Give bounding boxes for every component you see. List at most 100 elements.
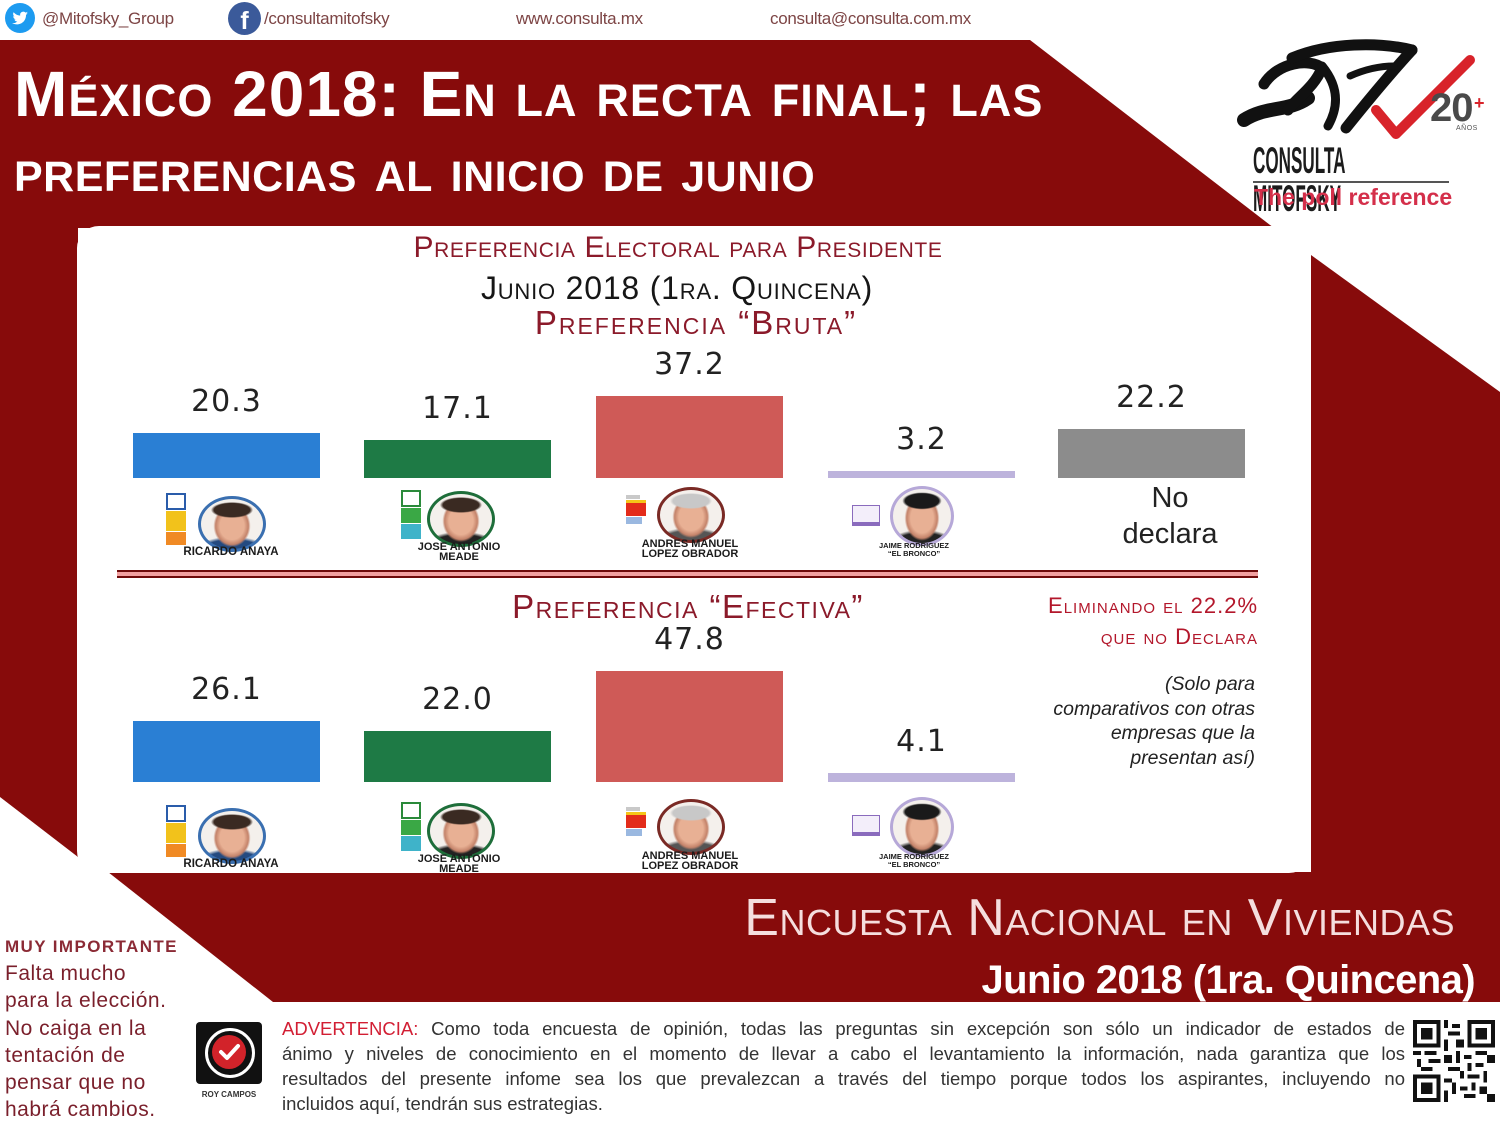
important-line: tentación de [5,1043,126,1067]
logo-tagline: The poll reference [1254,184,1453,210]
disclaimer-line: resultados del presente infome sea los q… [282,1068,1405,1089]
value-label: 22.2 [1116,380,1187,416]
twitter-handle-link[interactable]: @Mitofsky_Group [42,9,174,28]
note-title-line-2: que no Declara [1100,624,1258,649]
candidate-name-meade: JOSE ANTONIO MEADE [417,853,501,875]
disclaimer-label: ADVERTENCIA: [282,1018,419,1039]
party-logos-pan-prd-mc-icon [166,805,186,857]
bar-column-meade: 22.0 [364,682,551,782]
roy-campos-label: ROY CAMPOS [201,1090,257,1099]
efectiva-note-text: (Solo para comparativos con otras empres… [1053,672,1255,771]
logo-brand-name: CONSULTA MITOFSKY [1253,140,1345,219]
logo-anniversary-label: AÑOS [1456,125,1478,132]
main-title-line-2: preferencias al inicio de junio [14,136,816,205]
disclaimer-line: incluidos aquí, tendrán sus estrategias. [282,1093,603,1114]
bar-anaya [133,721,320,782]
disclaimer-line-text: Como toda encuesta de opinión, todas las… [418,1018,1405,1039]
bar-bronco [828,772,1015,782]
bruta-bar-chart: 20.3 17.1 37.2 3.2 22.2 [0,238,1500,478]
important-line: habrá cambios. [5,1098,156,1122]
candidate-photo-amlo [657,799,725,855]
bar-amlo [596,671,783,782]
bruta-section-title: Preferencia “Bruta” [534,304,858,341]
disclaimer-text: ADVERTENCIA: Como toda encuesta de opini… [282,1016,1405,1116]
value-label: 3.2 [896,421,947,457]
check-circle-icon [212,1035,246,1069]
important-line: para la elección. [5,989,167,1013]
independent-logo-icon [852,505,880,526]
bar-column-no-declara: 22.2 [1058,380,1245,478]
important-line: No caiga en la [5,1016,147,1040]
main-title-line-1: México 2018: En la recta final; las [14,58,1044,130]
chart-title: Preferencia Electoral para Presidente [413,231,943,264]
independent-logo-icon [852,815,880,836]
candidate-photo-amlo [657,487,725,543]
facebook-page-link[interactable]: /consultamitofsky [264,9,390,28]
candidate-name-bronco: JAIME RODRIGUEZ “EL BRONCO” [878,541,949,558]
qr-code-icon [1413,1020,1495,1102]
twitter-icon[interactable] [5,3,35,33]
bar-column-meade: 17.1 [364,391,551,478]
efectiva-note-title: Eliminando el 22.2% que no Declara [1048,590,1258,652]
consulta-mitofsky-logo: 20 + AÑOS CONSULTA MITOFSKY The poll ref… [1230,36,1500,219]
note-line: (Solo para [1165,673,1255,695]
value-label: 26.1 [191,672,262,708]
bar-column-amlo: 37.2 [596,347,783,478]
important-label: MUY IMPORTANTE [5,937,178,956]
logo-anniversary-number: 20 [1430,86,1473,130]
mitofsky-emblem-icon [1237,39,1475,139]
candidate-photo-meade [427,491,495,547]
party-logos-pan-prd-mc-icon [166,493,186,545]
bar-column-anaya: 26.1 [133,672,320,782]
party-logos-pri-pvem-na-icon [401,802,421,851]
efectiva-section-title: Preferencia “Efectiva” [512,588,864,625]
party-logos-pt-morena-pes-icon [626,807,646,836]
survey-title: Encuesta Nacional en Viviendas [744,889,1455,947]
website-link[interactable]: www.consulta.mx [516,9,643,28]
bar-column-amlo: 47.8 [596,622,783,782]
candidate-name-amlo: ANDRES MANUEL LOPEZ OBRADOR [641,538,739,560]
bar-meade [364,730,551,782]
party-logos-pri-pvem-na-icon [401,490,421,539]
bar-column-bronco: 4.1 [828,723,1015,782]
candidate-photo-anaya [198,496,266,552]
no-declara-label: No declara [1110,480,1230,552]
bar-column-anaya: 20.3 [133,384,320,478]
candidate-name-meade: JOSE ANTONIO MEADE [417,541,501,563]
value-label: 4.1 [896,723,947,759]
value-label: 20.3 [191,384,262,420]
logo-anniversary-plus: + [1474,93,1485,113]
chart-period: Junio 2018 (1ra. Quincena) [480,270,874,306]
value-label: 47.8 [654,622,725,658]
no-declara-line-2: declara [1122,518,1218,550]
facebook-icon[interactable]: f [228,2,261,35]
efectiva-bar-chart: 26.1 22.0 47.8 4.1 [0,542,1500,782]
candidate-row-efectiva: RICARDO ANAYA JOSE ANTONIO MEADE ANDRES … [0,797,1500,882]
important-text: Falta mucho para la elección. No caiga e… [5,960,166,1124]
disclaimer-line: ADVERTENCIA: Como toda encuesta de opini… [282,1016,1405,1041]
value-label: 22.0 [422,681,493,717]
candidate-photo-anaya [198,808,266,864]
candidate-name-amlo: ANDRES MANUEL LOPEZ OBRADOR [641,850,739,872]
value-label: 37.2 [654,347,725,383]
note-line: presentan así) [1130,747,1255,770]
note-line: comparativos con otras [1053,697,1255,720]
section-divider [117,570,1258,578]
note-title-line-1: Eliminando el 22.2% [1048,593,1258,618]
logo-divider [1253,181,1449,183]
bar-no-declara [1058,429,1245,478]
candidate-name-bronco: JAIME RODRIGUEZ “EL BRONCO” [878,852,949,869]
email-link[interactable]: consulta@consulta.com.mx [770,9,971,28]
important-line: pensar que no [5,1071,146,1095]
candidate-name-anaya: RICARDO ANAYA [183,546,279,558]
roy-campos-logo: ROY CAMPOS [196,1022,262,1102]
candidate-row-bruta: RICARDO ANAYA JOSE ANTONIO MEADE ANDRES … [0,485,1500,570]
bar-column-bronco: 3.2 [828,422,1015,478]
bar-amlo [596,396,783,478]
bar-meade [364,440,551,478]
bar-bronco [828,470,1015,478]
important-line: Falta mucho [5,962,127,985]
party-logos-pt-morena-pes-icon [626,495,646,524]
